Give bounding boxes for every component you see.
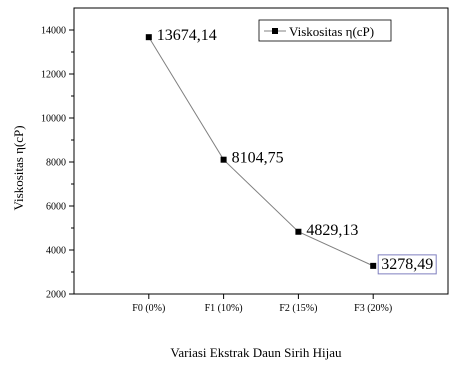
legend-box bbox=[258, 19, 392, 42]
x-tick-label: F3 (20%) bbox=[354, 303, 392, 314]
data-label: 8104,75 bbox=[232, 150, 284, 167]
x-tick-label: F0 (0%) bbox=[132, 303, 165, 314]
y-axis-title: Viskositas η(cP) bbox=[11, 125, 26, 210]
data-label-layer: 13674,14 8104,75 4829,13 3278,49 bbox=[157, 27, 437, 275]
data-point bbox=[145, 34, 152, 41]
series-layer bbox=[145, 34, 377, 269]
x-tick-label: F1 (10%) bbox=[205, 303, 243, 314]
x-axis-title: Variasi Ekstrak Daun Sirih Hijau bbox=[170, 345, 342, 360]
series-line bbox=[148, 36, 374, 267]
x-axis-ticks: F0 (0%) F1 (10%) F2 (15%) F3 (20%) bbox=[132, 294, 392, 314]
y-tick-label: 10000 bbox=[41, 114, 66, 125]
y-tick-label: 6000 bbox=[46, 202, 66, 213]
y-axis-ticks: 2000 4000 6000 8000 10000 12000 14000 bbox=[41, 26, 74, 301]
data-label: 4829,13 bbox=[306, 222, 358, 239]
plot-area bbox=[73, 7, 449, 295]
x-tick-label: F2 (15%) bbox=[279, 303, 317, 314]
plot-frame bbox=[73, 7, 449, 295]
data-label-highlight-box bbox=[377, 254, 437, 275]
y-tick-label: 12000 bbox=[41, 70, 66, 81]
data-label: 13674,14 bbox=[157, 27, 217, 44]
legend-marker-swatch bbox=[272, 28, 278, 34]
y-tick-label: 8000 bbox=[46, 158, 66, 169]
data-point bbox=[370, 262, 377, 269]
legend: Viskositas η(cP) bbox=[258, 19, 392, 42]
y-tick-label: 2000 bbox=[46, 290, 66, 301]
data-point bbox=[295, 228, 302, 235]
legend-series-name: Viskositas η(cP) bbox=[289, 24, 374, 39]
y-tick-label: 14000 bbox=[41, 26, 66, 37]
data-point bbox=[220, 156, 227, 163]
data-label: 3278,49 bbox=[381, 256, 433, 273]
y-tick-label: 4000 bbox=[46, 246, 66, 257]
